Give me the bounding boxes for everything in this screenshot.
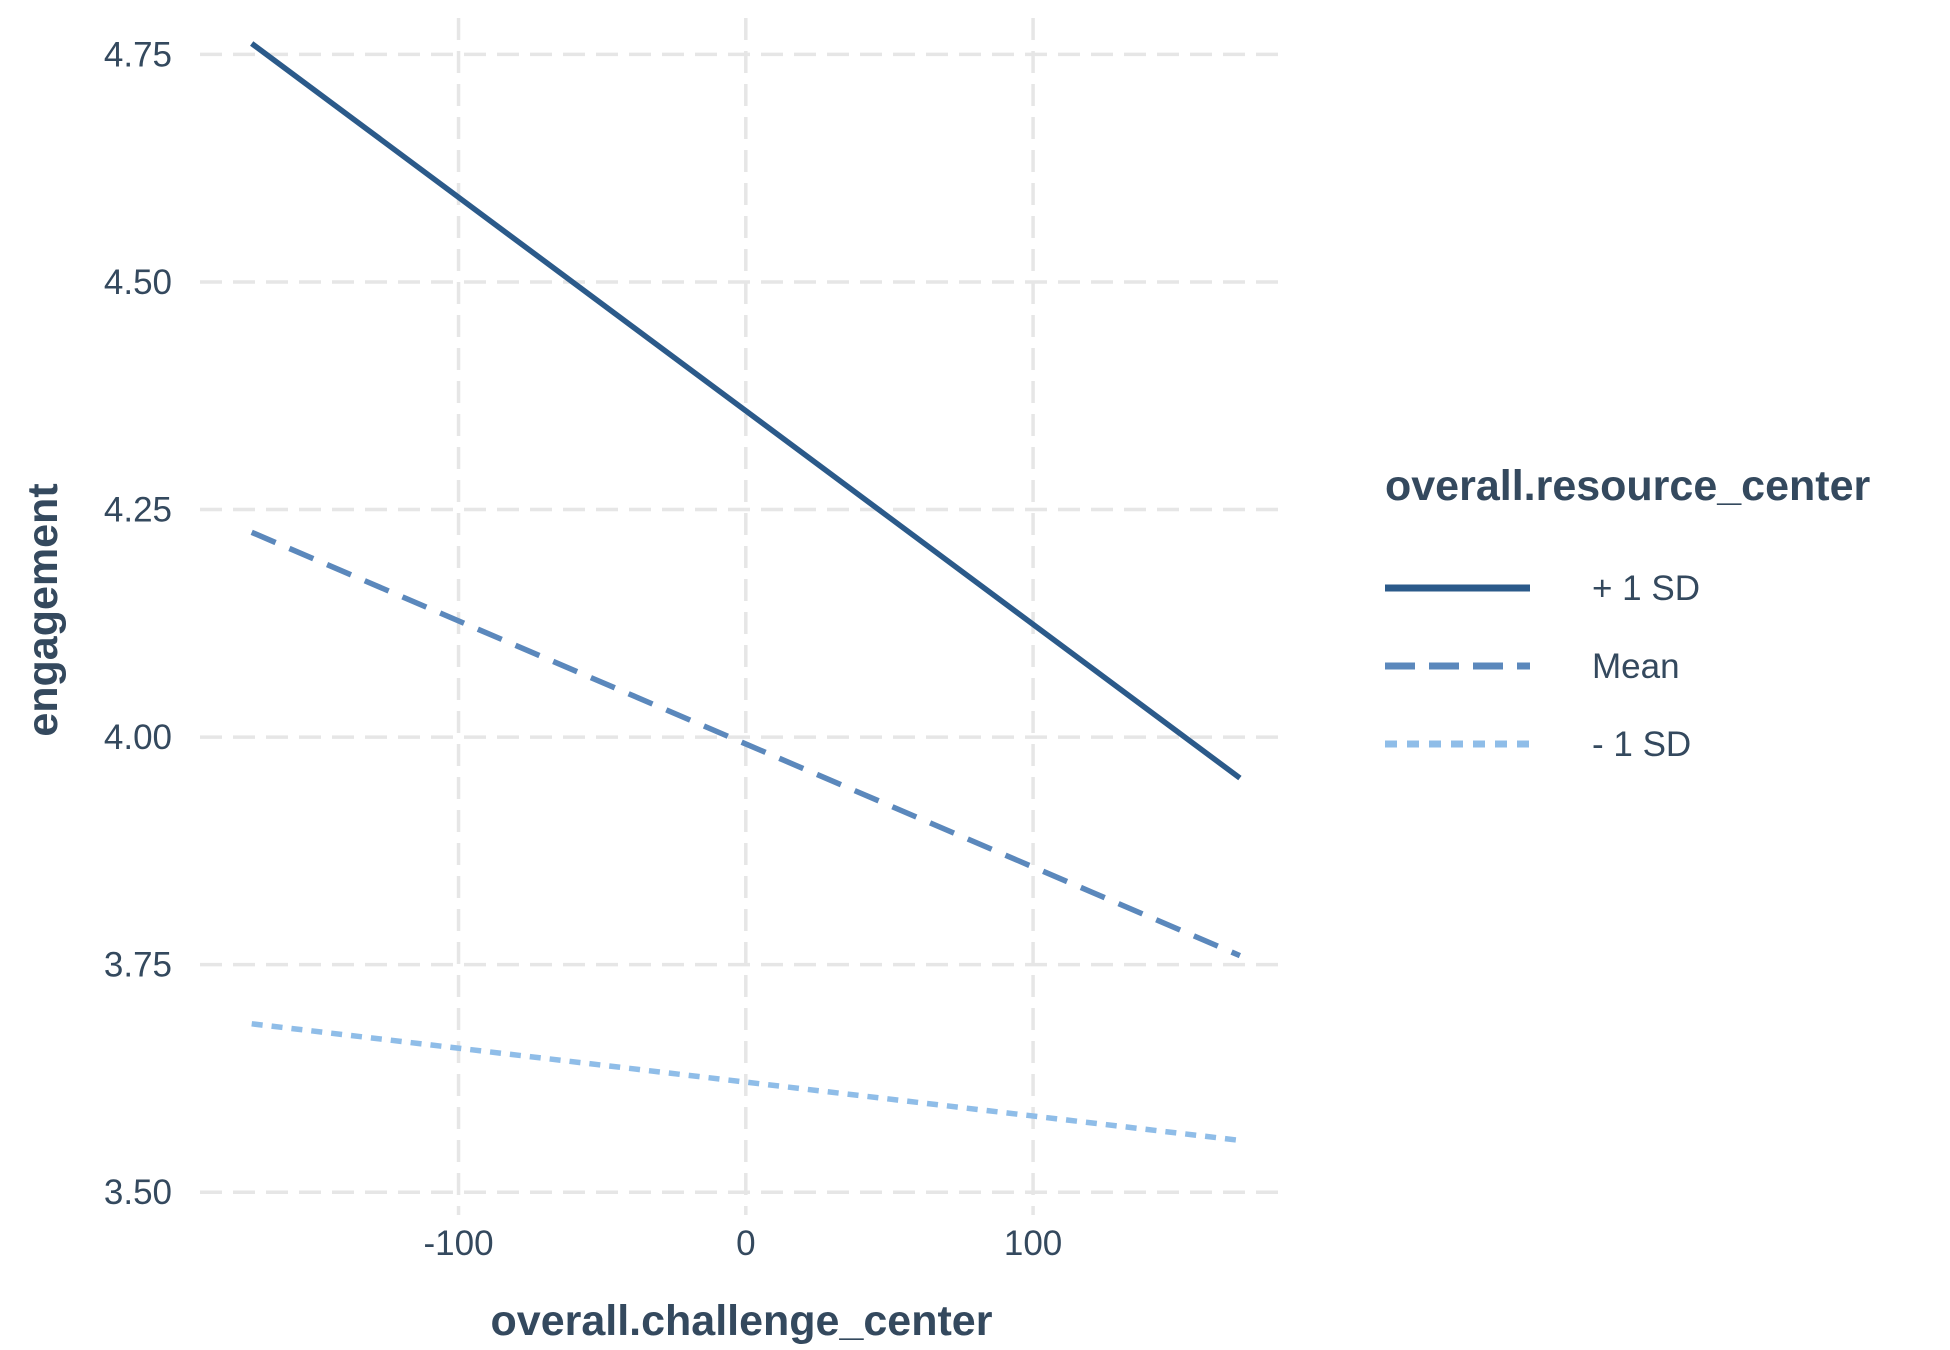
legend-label: - 1 SD [1592,725,1691,764]
grid-lines [200,18,1283,1215]
y-tick-label: 4.25 [104,491,172,530]
plot-series [250,41,1242,1144]
legend-items: + 1 SD Mean - 1 SD [1385,569,1700,764]
x-axis-title: overall.challenge_center [491,1297,993,1345]
x-tick-label: 0 [736,1224,755,1263]
tick-labels: 3.50 3.75 4.00 4.25 4.50 4.75 -100 0 100 [104,35,1062,1263]
y-tick-label: 3.75 [104,946,172,985]
legend-label: Mean [1592,647,1680,686]
x-tick-label: -100 [424,1224,494,1263]
legend: overall.resource_center + 1 SD Mean - 1 SD [1385,462,1870,764]
y-tick-label: 4.50 [104,263,172,302]
x-tick-label: 100 [1004,1224,1062,1263]
y-axis-title: engagement [19,483,67,736]
series-line [250,529,1241,959]
legend-title: overall.resource_center [1385,462,1870,510]
legend-label: + 1 SD [1592,569,1700,608]
series-line [250,41,1242,781]
y-tick-label: 3.50 [104,1173,172,1212]
series-line [251,1021,1241,1144]
y-tick-label: 4.00 [104,718,172,757]
y-tick-label: 4.75 [104,35,172,74]
